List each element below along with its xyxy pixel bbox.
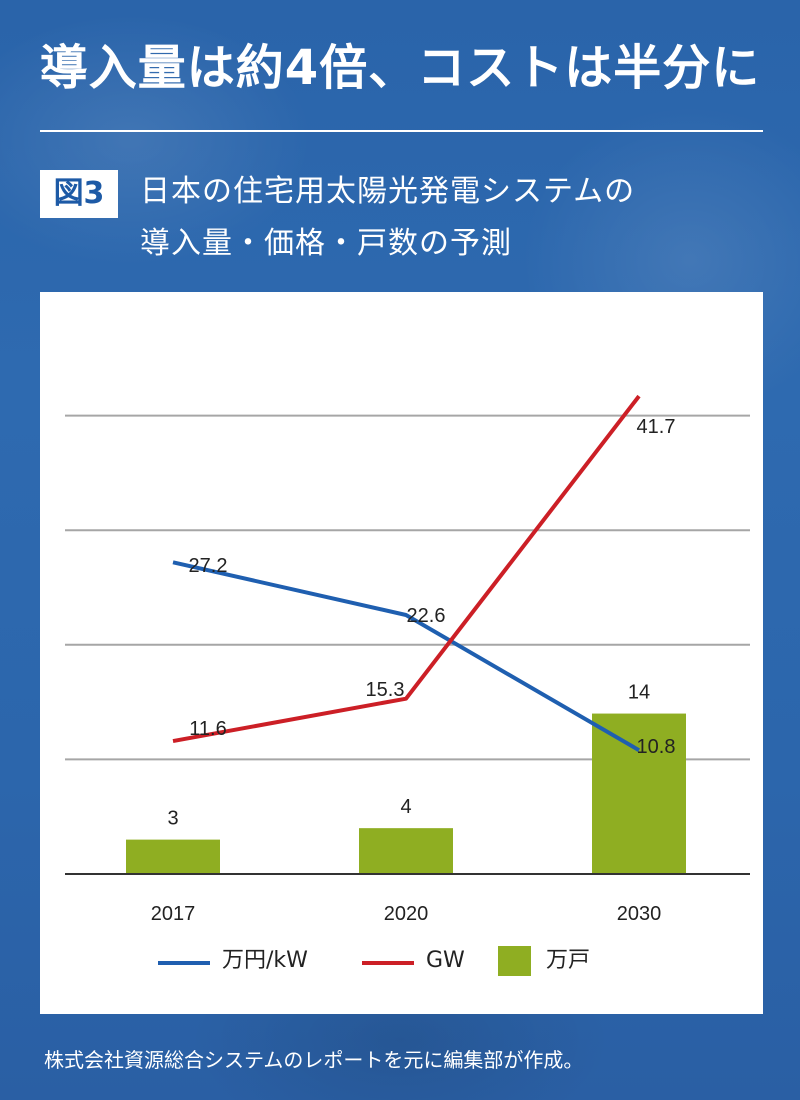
bar-households-2020	[359, 828, 453, 874]
source-note: 株式会社資源総合システムのレポートを元に編集部が作成。	[44, 1048, 584, 1072]
x-tick-label-2030: 2030	[617, 903, 662, 925]
figure-title: 日本の住宅用太陽光発電システムの 導入量・価格・戸数の予測	[140, 166, 635, 270]
chart-legend: 万円/kW GW 万戸	[40, 942, 763, 982]
line-gw-series	[172, 394, 641, 744]
headline: 導入量は約4倍、コストは半分に	[39, 40, 761, 96]
data-label-price-2030: 10.8	[637, 736, 676, 758]
data-label-price-2020: 22.6	[407, 605, 446, 627]
legend-label-households: 万戸	[546, 948, 591, 973]
legend-swatch-households	[498, 946, 531, 976]
line-price-series	[172, 560, 641, 752]
headline-divider	[40, 130, 763, 132]
legend-label-price: 万円/kW	[222, 948, 308, 973]
legend-swatch-gw	[362, 961, 414, 965]
data-label-households-2020: 4	[400, 796, 411, 818]
data-label-households-2030: 14	[628, 682, 650, 704]
legend-swatch-price	[158, 961, 210, 965]
x-tick-label-2020: 2020	[384, 903, 429, 925]
chart-plot: 2017 2020 2030 27.2 22.6 10.8 11.6 15.3 41.7 3 4 14	[65, 394, 750, 925]
figure-title-line1: 日本の住宅用太陽光発電システムの	[140, 174, 636, 209]
data-label-gw-2030: 41.7	[637, 416, 676, 438]
chart-panel: 2017 2020 2030 27.2 22.6 10.8 11.6 15.3 41.7 3 4 14…	[40, 292, 763, 1014]
data-label-gw-2020: 15.3	[366, 679, 405, 701]
bar-households-2017	[126, 839, 220, 874]
figure-label: 図3	[40, 170, 118, 218]
data-label-gw-2017: 11.6	[189, 718, 226, 740]
data-label-households-2017: 3	[167, 808, 178, 830]
figure-title-line2: 導入量・価格・戸数の予測	[140, 226, 512, 261]
x-tick-label-2017: 2017	[151, 903, 196, 925]
bar-households-2030	[592, 713, 686, 874]
data-label-price-2017: 27.2	[189, 555, 228, 577]
legend-label-gw: GW	[426, 948, 465, 973]
